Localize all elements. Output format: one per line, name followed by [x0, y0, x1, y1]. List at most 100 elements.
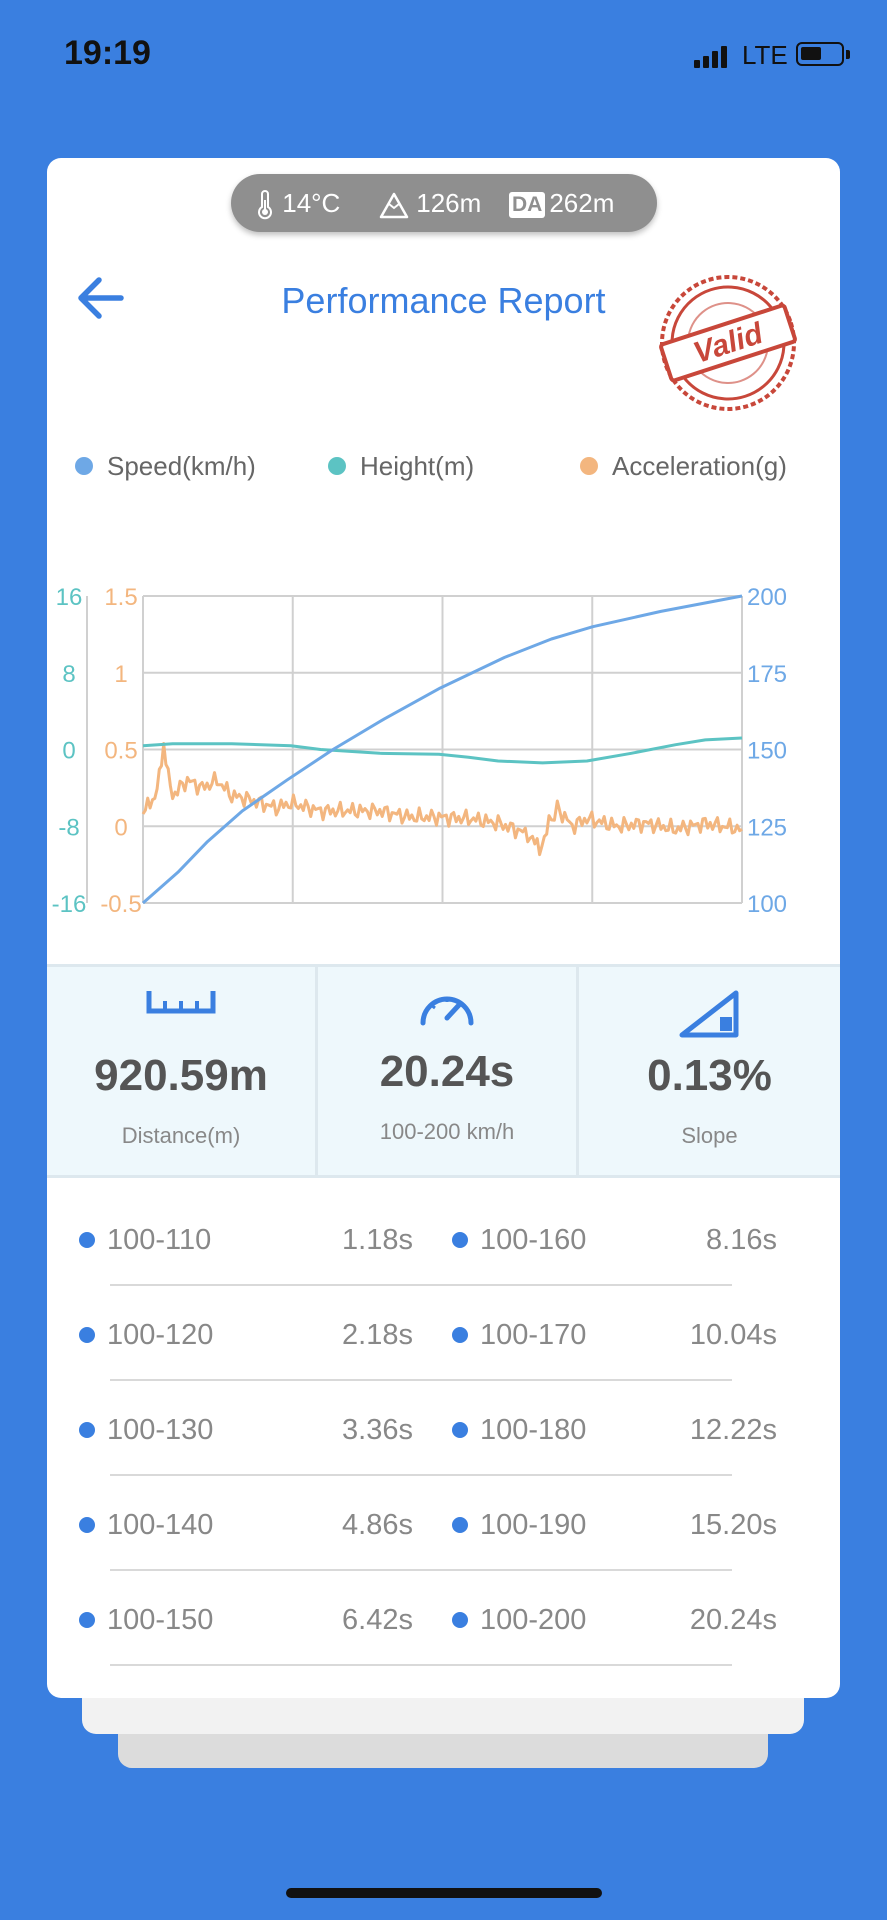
report-card: 14°C 126m DA 262m Performance Report Vali… [47, 158, 840, 1698]
divider [110, 1284, 732, 1286]
speed-tick-label: 125 [747, 814, 787, 841]
split-time: 1.18s [342, 1224, 413, 1256]
stat-time: 20.24s 100-200 km/h [318, 967, 576, 1175]
split-range: 100-110 [107, 1224, 212, 1256]
split-row: 100-140 4.86s 100-190 15.20s [47, 1505, 840, 1600]
ruler-icon [146, 991, 216, 1014]
home-indicator[interactable] [286, 1888, 602, 1898]
distance-value: 920.59m [94, 1051, 268, 1100]
da-badge: DA [509, 192, 546, 219]
stats-row: 920.59m Distance(m) 20.24s 100-200 km/h … [47, 964, 840, 1178]
valid-stamp-icon: Valid [659, 275, 797, 411]
thermometer-icon [258, 190, 272, 220]
bullet-icon [452, 1612, 468, 1628]
speed-tick-label: 150 [747, 738, 787, 765]
split-time: 2.18s [342, 1319, 413, 1351]
temperature-value: 14°C [282, 188, 341, 218]
acceleration-tick-label: 1 [114, 661, 127, 688]
split-range: 100-140 [107, 1509, 214, 1541]
split-range: 100-150 [107, 1604, 214, 1636]
split-time: 6.42s [342, 1604, 413, 1636]
split-time: 20.24s [689, 1604, 777, 1636]
legend-acceleration: Acceleration(g) [580, 448, 787, 484]
stat-slope: 0.13% Slope [579, 967, 840, 1175]
divider [110, 1569, 732, 1571]
split-row: 100-150 6.42s 100-200 20.24s [47, 1600, 840, 1695]
split-time: 12.22s [689, 1414, 777, 1446]
slope-label: Slope [681, 1123, 738, 1148]
divider [110, 1379, 732, 1381]
split-range: 100-200 [480, 1604, 587, 1636]
status-bar: 19:19 LTE [0, 0, 887, 110]
altitude-value: 126m [416, 188, 482, 218]
status-time: 19:19 [64, 34, 151, 72]
series-line-height [142, 736, 743, 765]
series-line-acceleration [141, 742, 743, 857]
speed-tick-label: 175 [747, 661, 787, 688]
split-row: 100-120 2.18s 100-170 10.04s [47, 1315, 840, 1410]
stat-distance: 920.59m Distance(m) [47, 967, 315, 1175]
bullet-icon [452, 1517, 468, 1533]
speed-tick-label: 200 [747, 584, 787, 611]
legend-swatch [580, 457, 598, 476]
height-tick-label: 8 [62, 661, 75, 688]
split-range: 100-170 [480, 1319, 587, 1351]
bullet-icon [452, 1232, 468, 1248]
split-row: 100-130 3.36s 100-180 12.22s [47, 1410, 840, 1505]
speed-tick-label: 100 [747, 891, 787, 918]
bullet-icon [452, 1327, 468, 1343]
altitude: 126m [379, 188, 482, 219]
split-range: 100-160 [480, 1224, 587, 1256]
acceleration-tick-label: 0 [114, 814, 127, 841]
split-range: 100-190 [480, 1509, 587, 1541]
bullet-icon [452, 1422, 468, 1438]
conditions-pill: 14°C 126m DA 262m [231, 174, 657, 232]
bullet-icon [79, 1517, 95, 1533]
split-time: 3.36s [342, 1414, 413, 1446]
bullet-icon [79, 1422, 95, 1438]
slope-icon [679, 990, 738, 1038]
height-tick-label: -16 [52, 891, 87, 918]
legend-swatch [328, 457, 346, 476]
time-label: 100-200 km/h [379, 1119, 515, 1144]
split-time: 8.16s [706, 1224, 777, 1256]
split-range: 100-120 [107, 1319, 214, 1351]
performance-chart: 16 1.5 200 8 1 175 0 0.5 150 -8 0 125 -16 -0.5 100 [52, 584, 787, 918]
density-altitude-value: 262m [549, 188, 615, 218]
height-tick-label: 16 [56, 584, 83, 611]
speedometer-icon [420, 996, 474, 1026]
temperature: 14°C [255, 188, 341, 220]
bullet-icon [79, 1327, 95, 1343]
battery-icon [796, 42, 844, 66]
cellular-signal-icon [694, 44, 734, 68]
legend-speed: Speed(km/h) [75, 448, 256, 484]
density-altitude: DA 262m [509, 188, 615, 219]
back-button[interactable] [69, 268, 129, 328]
arrow-left-icon [78, 277, 124, 319]
divider [110, 1664, 732, 1666]
height-tick-label: -8 [58, 814, 79, 841]
mountain-icon [379, 192, 409, 219]
network-type: LTE [742, 40, 788, 70]
split-time: 4.86s [342, 1509, 413, 1541]
distance-label: Distance(m) [121, 1123, 241, 1148]
acceleration-tick-label: 0.5 [104, 738, 137, 765]
time-value: 20.24s [379, 1047, 515, 1096]
series-line-speed [142, 594, 743, 905]
slope-value: 0.13% [647, 1051, 772, 1100]
page-title: Performance Report [281, 280, 606, 321]
split-time: 15.20s [689, 1509, 777, 1541]
height-tick-label: 0 [62, 738, 75, 765]
legend-height: Height(m) [328, 448, 474, 484]
divider [110, 1474, 732, 1476]
acceleration-tick-label: -0.5 [100, 891, 141, 918]
split-time: 10.04s [689, 1319, 777, 1351]
bullet-icon [79, 1232, 95, 1248]
acceleration-tick-label: 1.5 [104, 584, 137, 611]
legend-swatch [75, 457, 93, 476]
bullet-icon [79, 1612, 95, 1628]
split-row: 100-110 1.18s 100-160 8.16s [47, 1220, 840, 1315]
split-range: 100-130 [107, 1414, 214, 1446]
split-range: 100-180 [480, 1414, 587, 1446]
card-stack-back [118, 1730, 768, 1768]
